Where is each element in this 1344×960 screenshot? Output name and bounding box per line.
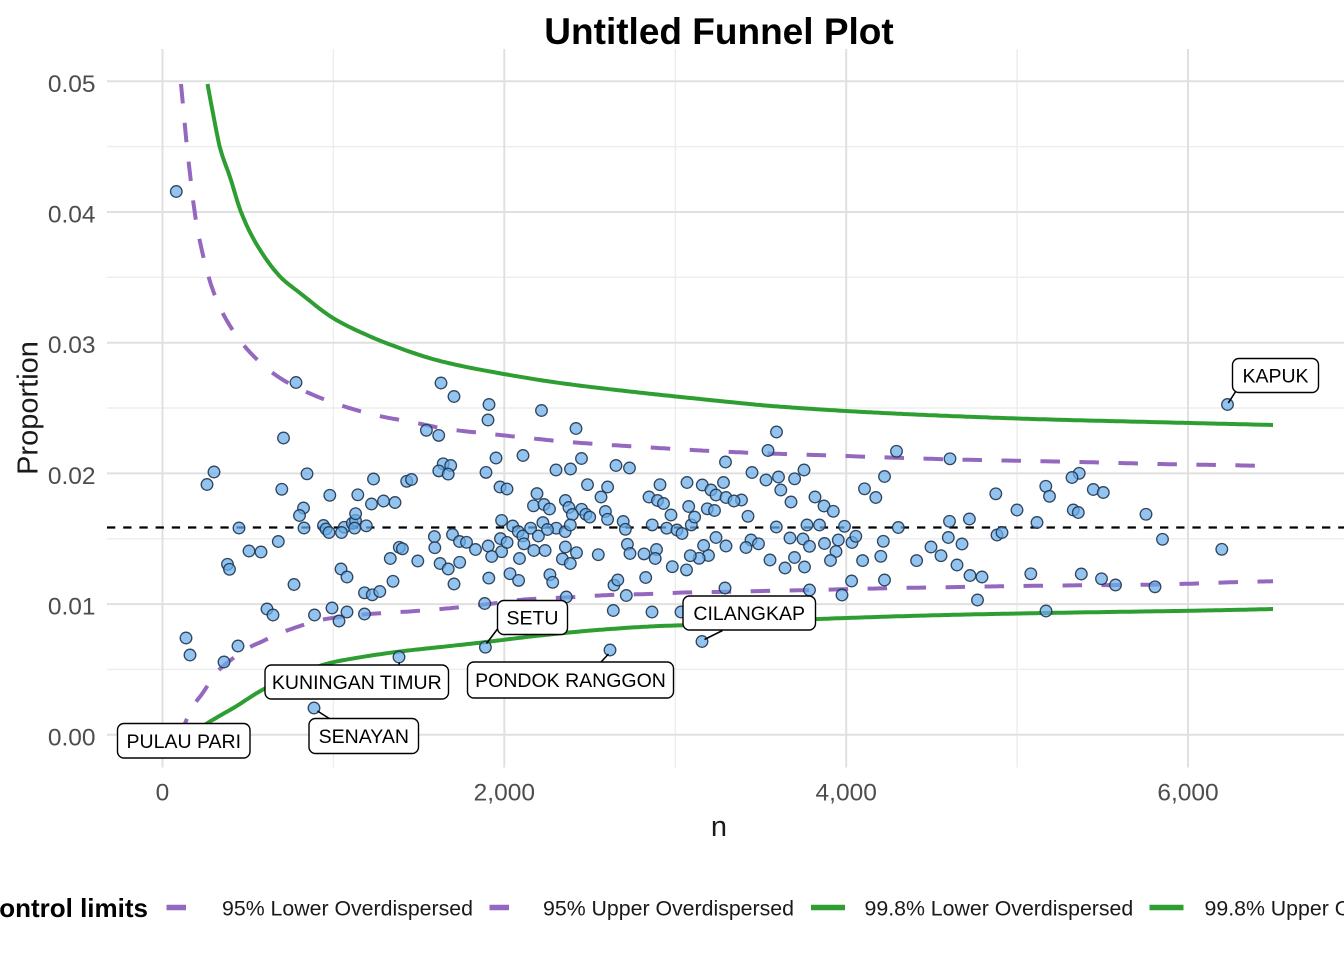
svg-text:6,000: 6,000 <box>1157 780 1218 807</box>
svg-text:0: 0 <box>156 780 170 807</box>
svg-text:KUNINGAN TIMUR: KUNINGAN TIMUR <box>272 672 442 694</box>
svg-text:0.03: 0.03 <box>48 332 96 359</box>
svg-text:KAPUK: KAPUK <box>1242 366 1308 388</box>
svg-text:99.8% Lower Overdispersed: 99.8% Lower Overdispersed <box>865 897 1134 921</box>
svg-text:0.05: 0.05 <box>48 71 96 98</box>
svg-text:0.01: 0.01 <box>48 594 96 621</box>
svg-text:99.8% Upper Overdispersed: 99.8% Upper Overdispersed <box>1205 897 1344 921</box>
svg-text:0.04: 0.04 <box>48 202 96 229</box>
svg-text:4,000: 4,000 <box>816 780 877 807</box>
svg-text:PULAU PARI: PULAU PARI <box>127 731 242 753</box>
svg-text:Untitled Funnel Plot: Untitled Funnel Plot <box>544 11 893 52</box>
svg-text:Proportion: Proportion <box>13 341 45 475</box>
svg-text:PONDOK RANGGON: PONDOK RANGGON <box>475 670 666 692</box>
svg-text:SETU: SETU <box>506 608 558 630</box>
svg-text:0.02: 0.02 <box>48 463 96 490</box>
svg-text:2,000: 2,000 <box>474 780 535 807</box>
svg-text:Control limits: Control limits <box>0 893 148 923</box>
svg-text:SENAYAN: SENAYAN <box>319 726 409 748</box>
svg-text:n: n <box>711 811 727 843</box>
svg-text:95% Lower Overdispersed: 95% Lower Overdispersed <box>222 897 473 921</box>
svg-text:95% Upper Overdispersed: 95% Upper Overdispersed <box>543 897 794 921</box>
svg-text:CILANGKAP: CILANGKAP <box>693 603 805 625</box>
svg-text:0.00: 0.00 <box>48 724 96 751</box>
